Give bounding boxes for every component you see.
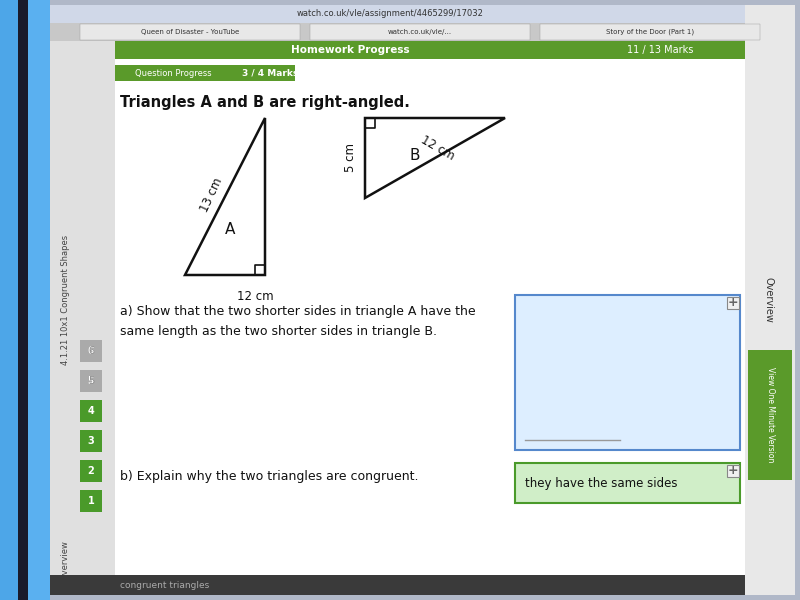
Text: +: + bbox=[728, 296, 738, 310]
Bar bbox=[515, 463, 740, 503]
Text: same length as the two shorter sides in triangle B.: same length as the two shorter sides in … bbox=[120, 325, 437, 338]
Bar bbox=[50, 5, 745, 23]
Text: 13 cm: 13 cm bbox=[198, 176, 226, 214]
Bar bbox=[310, 24, 530, 40]
Text: Queen of Disaster - YouTube: Queen of Disaster - YouTube bbox=[141, 29, 239, 35]
Bar bbox=[0, 0, 18, 600]
Text: 4.1.21 10x1 Congruent Shapes: 4.1.21 10x1 Congruent Shapes bbox=[61, 235, 70, 365]
Bar bbox=[50, 41, 115, 595]
Bar bbox=[727, 465, 739, 477]
Bar bbox=[80, 400, 102, 422]
Text: Triangles A and B are right-angled.: Triangles A and B are right-angled. bbox=[120, 95, 410, 110]
Text: 11 / 13 Marks: 11 / 13 Marks bbox=[627, 45, 693, 55]
Text: 6: 6 bbox=[88, 346, 94, 356]
Bar bbox=[18, 0, 28, 600]
Text: A: A bbox=[225, 223, 235, 238]
Text: 5: 5 bbox=[88, 376, 94, 386]
Text: 12 cm: 12 cm bbox=[237, 290, 274, 303]
Bar bbox=[80, 24, 300, 40]
Text: Overview: Overview bbox=[763, 277, 773, 323]
Bar bbox=[28, 0, 50, 600]
Text: 3: 3 bbox=[88, 436, 94, 446]
Text: congruent triangles: congruent triangles bbox=[120, 581, 210, 589]
Text: Question Progress: Question Progress bbox=[135, 68, 212, 77]
Text: b) Explain why the two triangles are congruent.: b) Explain why the two triangles are con… bbox=[120, 470, 418, 483]
Bar bbox=[745, 5, 795, 595]
Text: watch.co.uk/vle/assignment/4465299/17032: watch.co.uk/vle/assignment/4465299/17032 bbox=[297, 10, 483, 19]
Bar bbox=[50, 5, 745, 595]
Bar bbox=[748, 350, 792, 480]
Text: 2: 2 bbox=[88, 466, 94, 476]
Text: watch.co.uk/vle/...: watch.co.uk/vle/... bbox=[388, 29, 452, 35]
Bar bbox=[80, 490, 102, 512]
Text: 5: 5 bbox=[88, 376, 94, 386]
Bar bbox=[80, 370, 102, 392]
Bar bbox=[80, 340, 102, 362]
Bar bbox=[80, 460, 102, 482]
Bar bbox=[50, 23, 745, 41]
Bar bbox=[540, 24, 760, 40]
Text: 6: 6 bbox=[88, 346, 94, 356]
Text: View One Minute Version: View One Minute Version bbox=[766, 367, 774, 463]
Text: B: B bbox=[410, 148, 420, 163]
Text: 5 cm: 5 cm bbox=[343, 143, 357, 173]
Bar bbox=[50, 575, 745, 595]
Text: 1: 1 bbox=[88, 496, 94, 506]
Text: a) Show that the two shorter sides in triangle A have the: a) Show that the two shorter sides in tr… bbox=[120, 305, 476, 318]
Text: they have the same sides: they have the same sides bbox=[525, 476, 678, 490]
Bar bbox=[727, 297, 739, 309]
Bar bbox=[515, 295, 740, 450]
Text: +: + bbox=[728, 464, 738, 478]
Text: 4: 4 bbox=[88, 406, 94, 416]
Bar bbox=[115, 65, 295, 81]
Text: 3 / 4 Marks: 3 / 4 Marks bbox=[242, 68, 298, 77]
Text: Story of the Door (Part 1): Story of the Door (Part 1) bbox=[606, 29, 694, 35]
Bar bbox=[115, 41, 745, 59]
Text: Overview: Overview bbox=[61, 540, 70, 580]
Text: Homework Progress: Homework Progress bbox=[290, 45, 410, 55]
Bar bbox=[80, 430, 102, 452]
Text: 12 cm: 12 cm bbox=[419, 133, 457, 163]
